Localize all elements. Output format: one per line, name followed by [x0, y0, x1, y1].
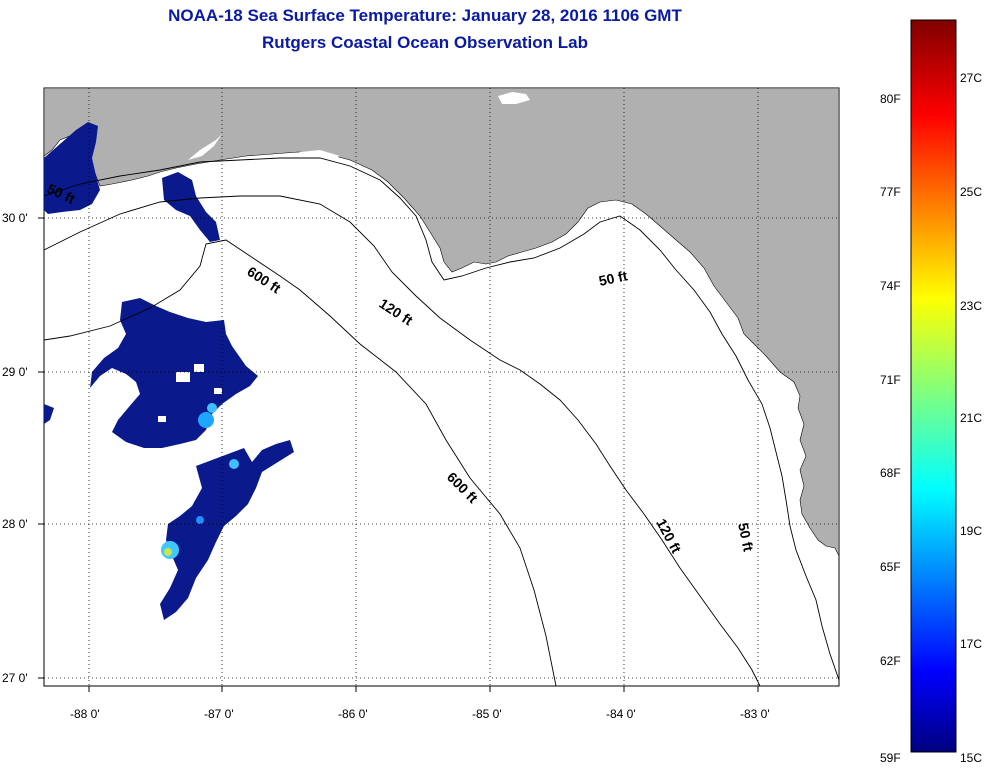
colorbar [910, 19, 957, 753]
contour-label: 50 ft [597, 267, 629, 289]
colorbar-f-label: 71F [880, 373, 901, 387]
colorbar-c-label: 19C [960, 524, 982, 538]
colorbar-c-label: 27C [960, 71, 982, 85]
contour-label: 50 ft [735, 521, 757, 553]
bay-cutout [188, 134, 222, 160]
graticule [44, 88, 839, 686]
contour-600ft [44, 239, 557, 686]
colorbar-f-label: 62F [880, 654, 901, 668]
colorbar-f-label: 77F [880, 185, 901, 199]
lon-label: -84 0' [606, 707, 636, 721]
contour-50ft [44, 157, 839, 681]
lon-label: -83 0' [740, 707, 770, 721]
lon-label: -87 0' [204, 707, 234, 721]
colorbar-f-label: 59F [880, 751, 901, 765]
map-subtitle: Rutgers Coastal Ocean Observation Lab [262, 33, 588, 52]
map-title: NOAA-18 Sea Surface Temperature: January… [168, 6, 682, 25]
lon-label: -88 0' [70, 707, 100, 721]
cloud-specks [158, 364, 222, 422]
lat-label: 30 0' [2, 211, 28, 225]
contour-120ft [44, 195, 761, 686]
colorbar-f-label: 68F [880, 466, 901, 480]
colorbar-c-label: 17C [960, 637, 982, 651]
lat-label: 27 0' [2, 671, 28, 685]
lat-label: 28 0' [2, 517, 28, 531]
colorbar-c-label: 15C [960, 751, 982, 765]
sst-warm-spots [161, 403, 239, 559]
lon-label: -85 0' [472, 707, 502, 721]
colorbar-f-label: 65F [880, 560, 901, 574]
colorbar-c-label: 23C [960, 299, 982, 313]
colorbar-f-label: 74F [880, 279, 901, 293]
frame-ticks [38, 217, 759, 692]
colorbar-f-label: 80F [880, 92, 901, 106]
colorbar-c-label: 21C [960, 411, 982, 425]
lon-label: -86 0' [338, 707, 368, 721]
colorbar-c-label: 25C [960, 185, 982, 199]
lat-label: 29 0' [2, 365, 28, 379]
bay-cutout [498, 92, 530, 104]
land-mass [44, 88, 839, 557]
